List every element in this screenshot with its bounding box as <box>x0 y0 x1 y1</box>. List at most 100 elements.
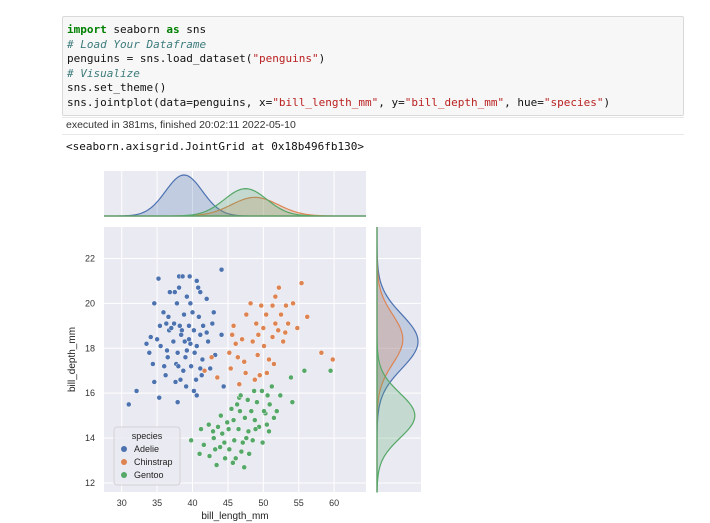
data-point <box>294 325 301 331</box>
data-point <box>269 302 276 309</box>
data-point <box>177 323 183 329</box>
y-tick-label: 18 <box>85 343 95 353</box>
data-point <box>241 464 247 471</box>
data-point <box>329 356 336 363</box>
data-point <box>160 309 167 316</box>
data-point <box>304 314 310 320</box>
data-point <box>237 408 243 414</box>
x-tick-label: 30 <box>117 498 127 508</box>
data-point <box>318 350 325 356</box>
data-point <box>155 275 162 282</box>
data-point <box>206 453 213 459</box>
data-point <box>157 343 164 349</box>
data-point <box>220 383 227 390</box>
marginal-x-area <box>104 171 366 216</box>
data-point <box>257 372 263 378</box>
x-tick-label: 60 <box>329 498 339 508</box>
code-line-6: sns.jointplot(data=penguins, x="bill_len… <box>67 95 611 109</box>
data-point <box>271 361 277 367</box>
kde-y-gentoo <box>376 227 416 493</box>
data-point <box>205 338 211 345</box>
data-point <box>234 401 240 408</box>
data-point <box>228 406 235 412</box>
legend: species Adelie Chinstrap Gentoo <box>113 426 181 486</box>
data-point <box>264 370 270 376</box>
output-repr: <seaborn.axisgrid.JointGrid at 0x18b496f… <box>66 140 365 153</box>
data-point <box>255 332 262 338</box>
data-point <box>224 419 230 426</box>
data-point <box>248 408 255 414</box>
data-point <box>181 338 188 345</box>
data-point <box>259 388 265 394</box>
code-line-3: penguins = sns.load_dataset("penguins") <box>67 52 326 66</box>
execution-info: executed in 381ms, finished 20:02:11 202… <box>62 117 684 135</box>
data-point <box>157 323 163 329</box>
data-point <box>283 302 289 309</box>
y-tick-label: 20 <box>85 298 95 308</box>
data-point <box>237 392 244 399</box>
data-point <box>179 327 185 334</box>
data-point <box>177 376 184 383</box>
data-point <box>249 338 256 345</box>
data-point <box>198 372 205 378</box>
data-point <box>172 289 178 295</box>
data-point <box>226 446 233 453</box>
data-point <box>243 311 250 318</box>
y-tick-label: 14 <box>85 433 95 443</box>
data-point <box>235 354 241 360</box>
data-point <box>277 392 284 399</box>
legend-marker-gentoo <box>121 472 127 478</box>
data-point <box>150 361 156 367</box>
data-point <box>276 284 282 291</box>
data-point <box>272 320 279 327</box>
data-point <box>161 363 167 369</box>
data-point <box>252 417 258 423</box>
data-point <box>151 379 158 385</box>
data-point <box>253 320 259 327</box>
data-point <box>245 428 252 435</box>
data-point <box>278 311 284 318</box>
execution-info-text: executed in 381ms, finished 20:02:11 202… <box>66 119 296 131</box>
data-point <box>269 383 275 390</box>
data-point <box>208 354 215 360</box>
data-point <box>147 334 154 340</box>
data-point <box>271 415 277 421</box>
data-point <box>175 363 182 369</box>
data-point <box>199 356 206 363</box>
code-editor[interactable]: import seaborn as sns # Load Your Datafra… <box>67 23 610 111</box>
x-axis-label: bill_length_mm <box>201 511 268 522</box>
data-point <box>260 325 267 331</box>
y-axis-label: bill_depth_mm <box>67 327 78 392</box>
data-point <box>242 370 249 376</box>
y-tick-label: 12 <box>85 478 95 488</box>
data-point <box>183 383 189 390</box>
data-point <box>261 408 267 414</box>
data-point <box>274 408 280 414</box>
data-point <box>231 437 238 444</box>
data-point <box>151 300 158 307</box>
code-line-1: import seaborn as sns <box>67 23 207 36</box>
y-tick-label: 22 <box>85 253 95 263</box>
legend-label-adelie: Adelie <box>134 444 159 454</box>
data-point <box>191 327 197 334</box>
data-point <box>264 421 270 428</box>
code-line-2: # Load Your Dataframe <box>67 37 207 51</box>
data-point <box>266 401 273 408</box>
data-point <box>172 379 179 385</box>
legend-label-gentoo: Gentoo <box>134 470 164 480</box>
data-point <box>327 367 334 374</box>
data-point <box>187 300 194 307</box>
data-point <box>178 332 184 338</box>
data-point <box>197 289 204 295</box>
legend-marker-chinstrap <box>121 459 127 465</box>
data-point <box>174 399 181 405</box>
code-cell[interactable]: import seaborn as sns # Load Your Datafra… <box>62 16 684 116</box>
series-chinstrap <box>201 280 336 387</box>
data-point <box>207 365 213 372</box>
code-line-5: sns.set_theme() <box>67 81 167 95</box>
data-point <box>174 300 180 307</box>
data-point <box>196 314 202 320</box>
data-point <box>226 350 233 356</box>
series-adelie <box>126 266 227 408</box>
